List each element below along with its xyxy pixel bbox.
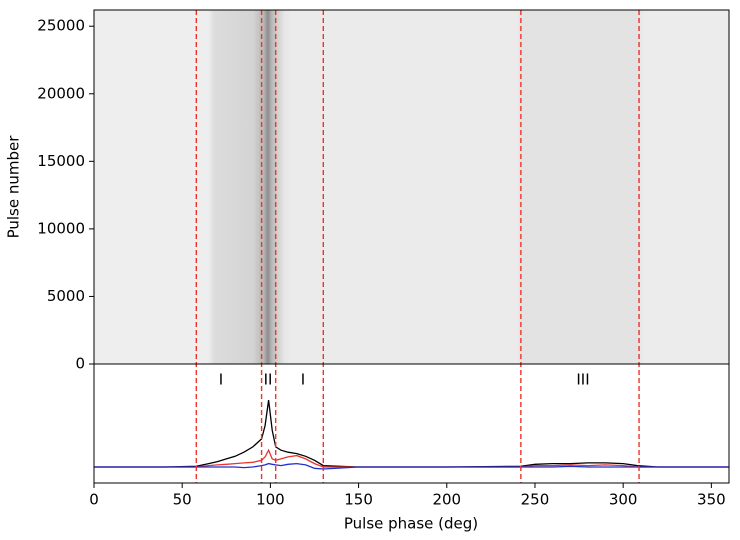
y-tick-label: 25000: [37, 17, 85, 35]
y-axis-label: Pulse number: [5, 135, 23, 239]
region-label: III: [576, 371, 589, 389]
y-tick-label: 10000: [37, 219, 85, 237]
x-tick-label: 150: [344, 491, 373, 509]
region-label: II: [264, 371, 273, 389]
x-tick-label: 200: [432, 491, 461, 509]
bottom-panel-frame: [93, 363, 730, 484]
region-label: I: [301, 371, 305, 389]
region-label: I: [219, 371, 223, 389]
x-tick-label: 100: [256, 491, 285, 509]
y-tick-label: 0: [75, 355, 85, 373]
profile-line: [94, 448, 729, 468]
y-tick-label: 15000: [37, 152, 85, 170]
x-tick-label: 0: [89, 491, 99, 509]
y-tick-label: 5000: [47, 287, 85, 305]
profile-line: [94, 400, 729, 468]
pulse-stack-image: [94, 10, 729, 364]
x-tick-label: 50: [173, 491, 192, 509]
x-tick-label: 350: [697, 491, 726, 509]
profile-line: [94, 462, 729, 470]
x-axis-label: Pulse phase (deg): [344, 515, 478, 533]
x-tick-label: 250: [521, 491, 550, 509]
y-tick-label: 20000: [37, 84, 85, 102]
x-tick-label: 300: [609, 491, 638, 509]
